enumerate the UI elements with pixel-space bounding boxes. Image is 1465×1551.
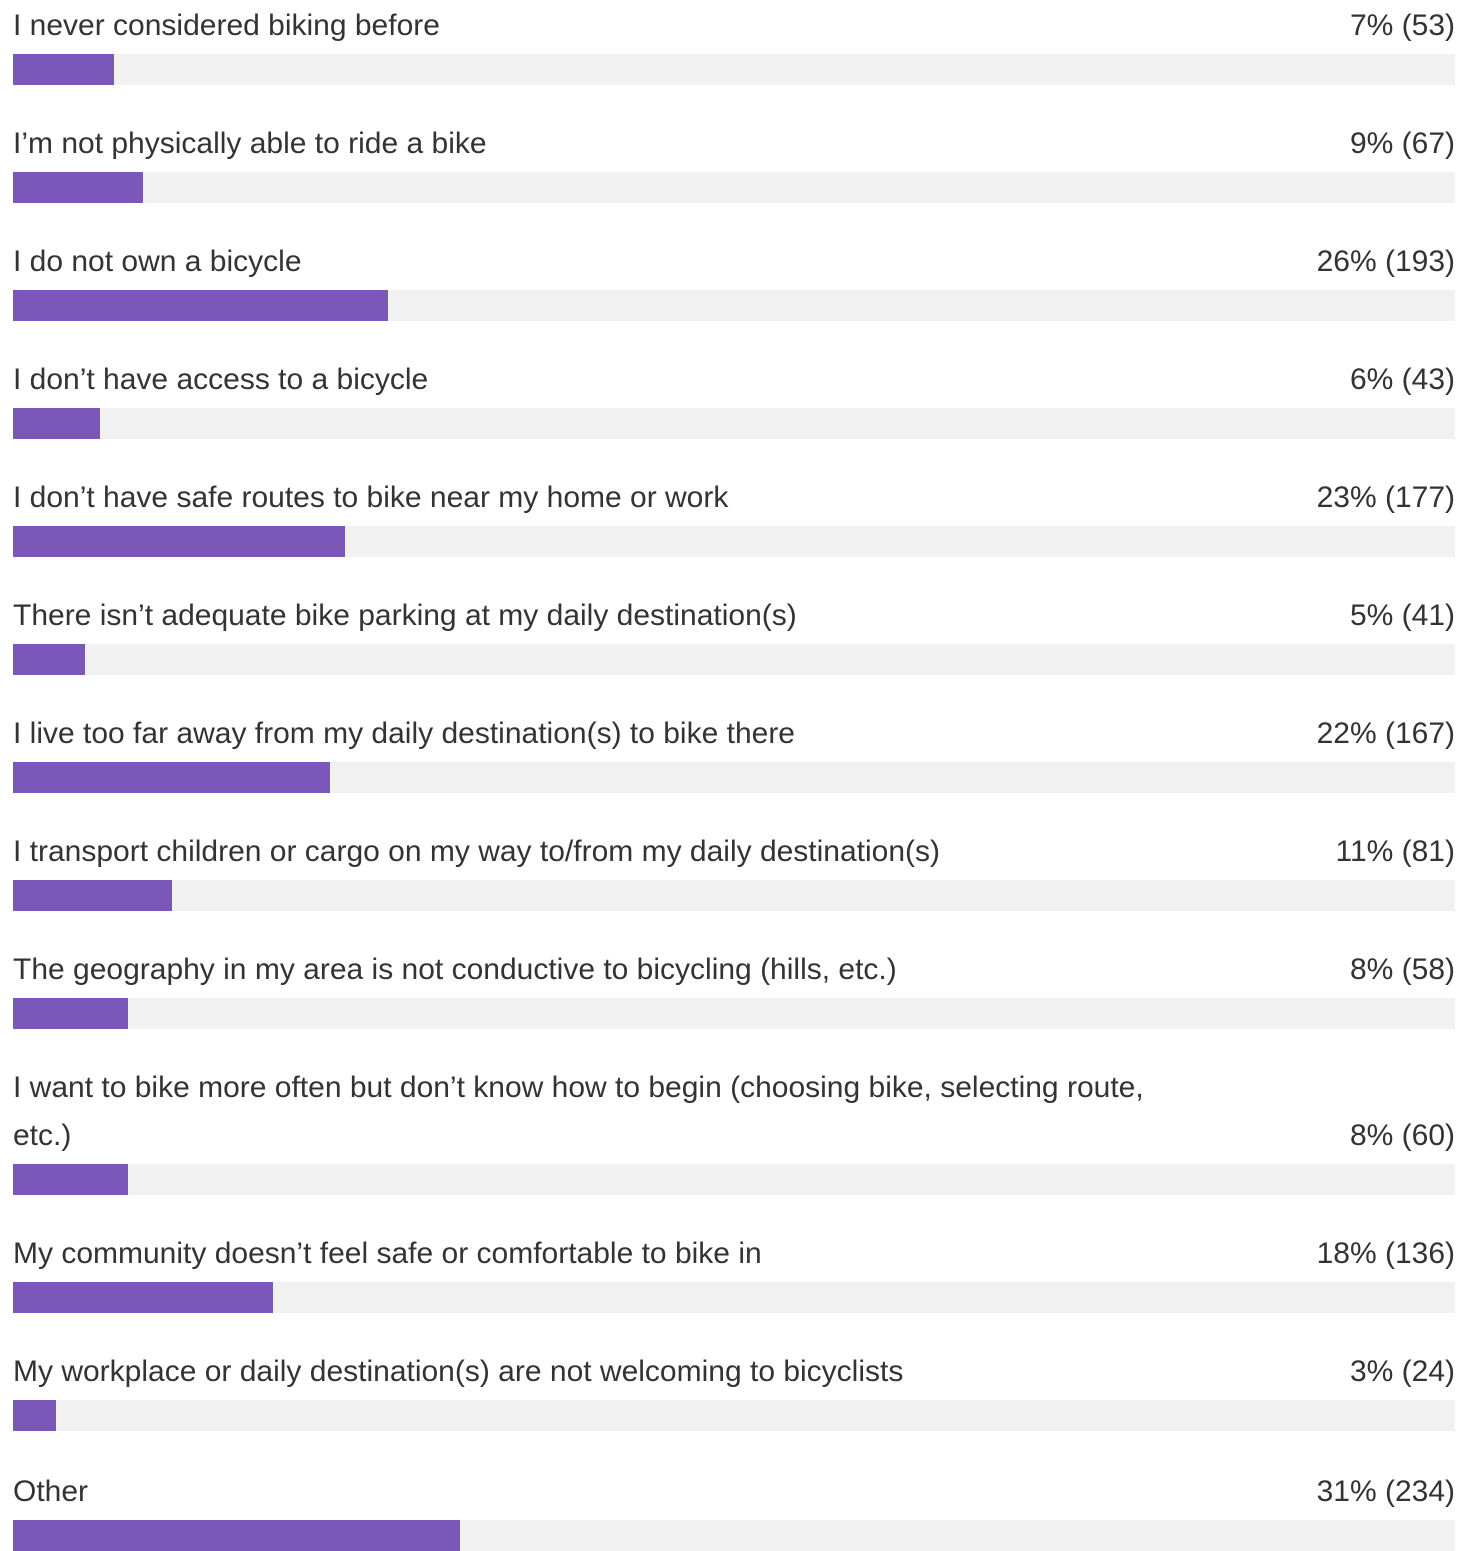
category-label: I transport children or cargo on my way … (13, 835, 941, 868)
category-label: The geography in my area is not conducti… (13, 953, 897, 986)
bar (13, 526, 345, 557)
bar-track (13, 54, 1455, 85)
bar-track (13, 172, 1455, 203)
category-label: I do not own a bicycle (13, 245, 302, 278)
bar-track (13, 762, 1455, 793)
category-label: I never considered biking before (13, 9, 440, 42)
category-label: I’m not physically able to ride a bike (13, 127, 487, 160)
bar (13, 172, 143, 203)
value-label: 3% (24) (1349, 1355, 1455, 1388)
bar-row-header: I want to bike more often but don’t know… (13, 1064, 1455, 1160)
value-label: 5% (41) (1349, 599, 1455, 632)
bar-track (13, 998, 1455, 1029)
value-label: 23% (177) (1316, 481, 1455, 514)
value-label: 18% (136) (1316, 1237, 1455, 1270)
bar-track (13, 1164, 1455, 1195)
bar-track (13, 1520, 1455, 1551)
bar (13, 1400, 57, 1431)
bar (13, 644, 86, 675)
value-label: 9% (67) (1349, 127, 1455, 160)
bar-track (13, 880, 1455, 911)
bar-row: I do not own a bicycle 26% (193) (13, 238, 1455, 321)
bar-row-header: My community doesn’t feel safe or comfor… (13, 1230, 1455, 1278)
category-label: I live too far away from my daily destin… (13, 717, 795, 750)
bar-row-header: I never considered biking before 7% (53) (13, 2, 1455, 50)
bar-row-header: I don’t have safe routes to bike near my… (13, 474, 1455, 522)
value-label: 22% (167) (1316, 717, 1455, 750)
bar-row-header: I transport children or cargo on my way … (13, 828, 1455, 876)
bar-track (13, 644, 1455, 675)
category-label: My community doesn’t feel safe or comfor… (13, 1237, 762, 1270)
bar-row-header: I live too far away from my daily destin… (13, 710, 1455, 758)
bar-row: I’m not physically able to ride a bike 9%… (13, 120, 1455, 203)
bar-track (13, 1400, 1455, 1431)
bar-track (13, 290, 1455, 321)
bar (13, 54, 114, 85)
bar (13, 998, 129, 1029)
bar (13, 880, 172, 911)
category-label: I don’t have access to a bicycle (13, 363, 429, 396)
value-label: 8% (58) (1349, 953, 1455, 986)
bar-row-header: Other 31% (234) (13, 1468, 1455, 1516)
category-label: My workplace or daily destination(s) are… (13, 1355, 904, 1388)
category-label: Other (13, 1475, 89, 1508)
value-label: 31% (234) (1316, 1475, 1455, 1508)
bar-row: I transport children or cargo on my way … (13, 828, 1455, 911)
bar-track (13, 408, 1455, 439)
category-label: I don’t have safe routes to bike near my… (13, 481, 729, 514)
bar-row-header: I do not own a bicycle 26% (193) (13, 238, 1455, 286)
bar (13, 762, 331, 793)
bar-row: I live too far away from my daily destin… (13, 710, 1455, 793)
bar (13, 1164, 129, 1195)
bar-row: I want to bike more often but don’t know… (13, 1064, 1455, 1195)
bar (13, 408, 100, 439)
bar-row-header: I don’t have access to a bicycle 6% (43) (13, 356, 1455, 404)
bar-row: My community doesn’t feel safe or comfor… (13, 1230, 1455, 1313)
value-label: 11% (81) (1335, 835, 1455, 868)
bar-row: I don’t have access to a bicycle 6% (43) (13, 356, 1455, 439)
bar-row: There isn’t adequate bike parking at my … (13, 592, 1455, 675)
value-label: 8% (60) (1349, 1119, 1455, 1152)
bar-row: My workplace or daily destination(s) are… (13, 1348, 1455, 1431)
bar-row: Other 31% (234) (13, 1468, 1455, 1551)
bar-track (13, 526, 1455, 557)
bar (13, 1520, 461, 1551)
bar (13, 1282, 273, 1313)
bar-row: I don’t have safe routes to bike near my… (13, 474, 1455, 557)
bar-row-header: I’m not physically able to ride a bike 9%… (13, 120, 1455, 168)
bar-track (13, 1282, 1455, 1313)
bar-row-header: The geography in my area is not conducti… (13, 946, 1455, 994)
bar-row-header: My workplace or daily destination(s) are… (13, 1348, 1455, 1396)
category-label: There isn’t adequate bike parking at my … (13, 599, 797, 632)
value-label: 26% (193) (1316, 245, 1455, 278)
category-label: I want to bike more often but don’t know… (13, 1071, 1144, 1152)
bar (13, 290, 388, 321)
value-label: 6% (43) (1349, 363, 1455, 396)
value-label: 7% (53) (1349, 9, 1455, 42)
bar-row: I never considered biking before 7% (53) (13, 2, 1455, 85)
bar-row-header: There isn’t adequate bike parking at my … (13, 592, 1455, 640)
bar-row: The geography in my area is not conducti… (13, 946, 1455, 1029)
